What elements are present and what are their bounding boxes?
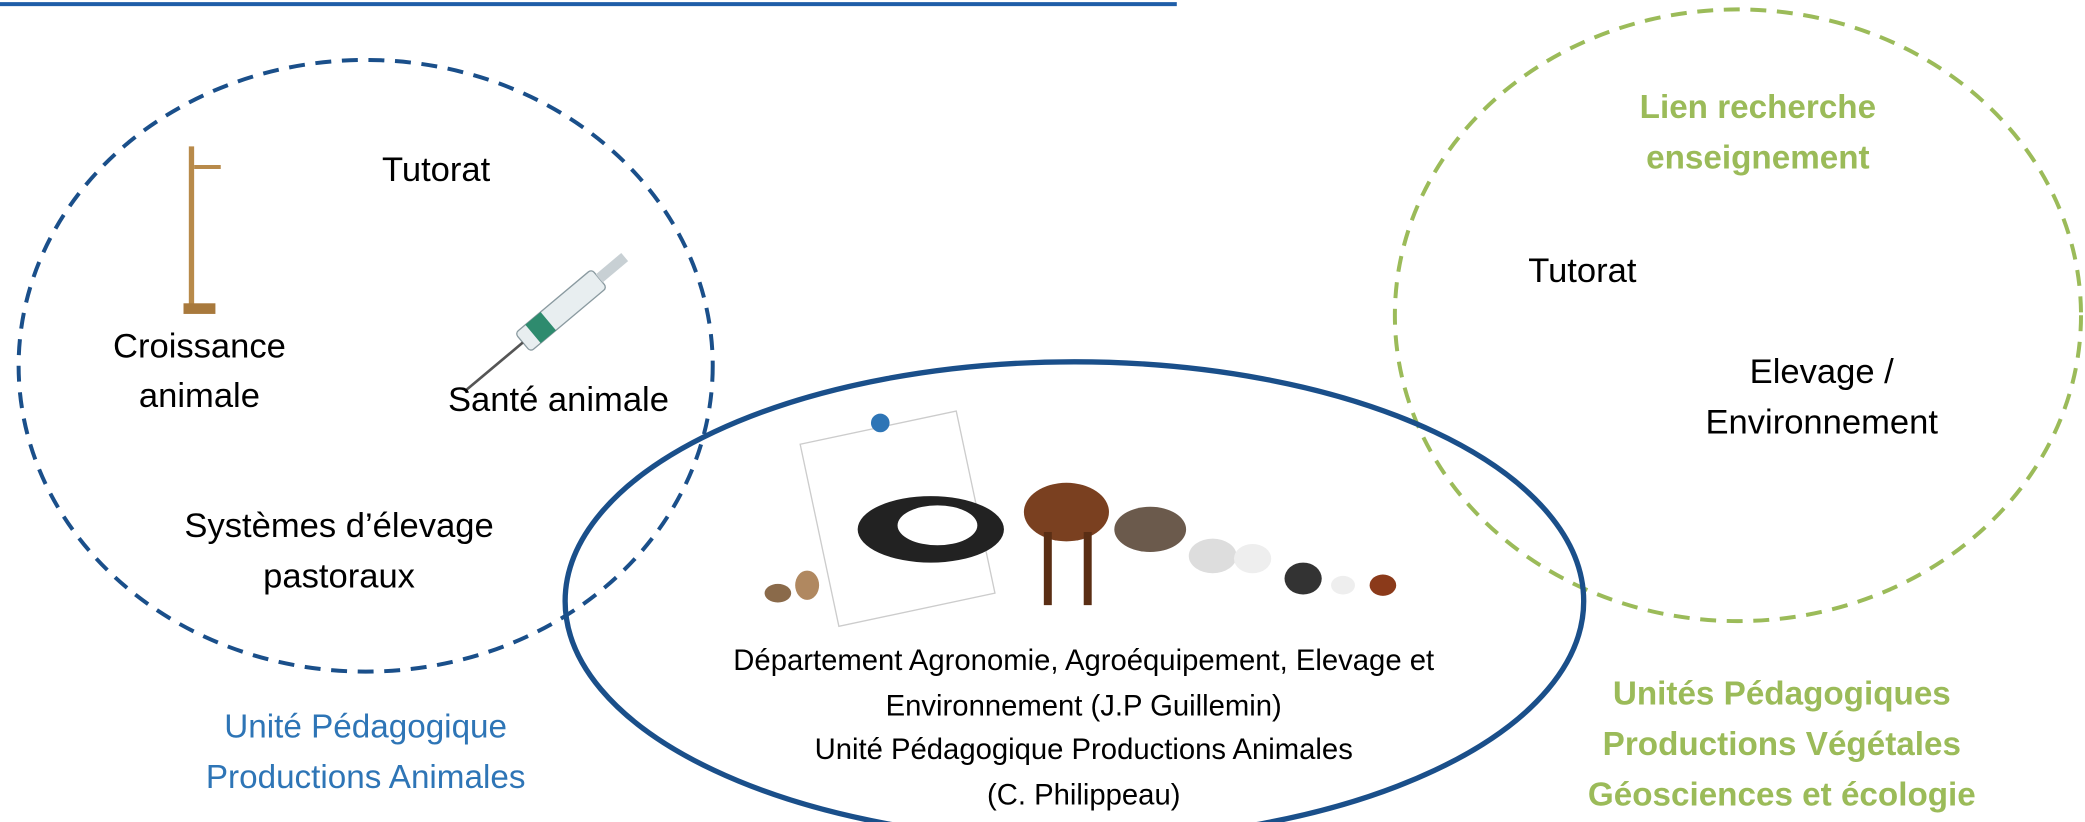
left-item: pastoraux (263, 558, 415, 596)
left-item: Croissance (113, 328, 286, 366)
right-item: Elevage / (1750, 353, 1895, 391)
right-item: Environnement (1705, 403, 1938, 441)
left-caption: Productions Animales (206, 759, 526, 796)
animals-picture (764, 410, 1397, 628)
center-line: Unité Pédagogique Productions Animales (815, 734, 1353, 766)
left-circle (16, 57, 715, 674)
center-line: Département Agronomie, Agroéquipement, E… (733, 645, 1434, 677)
left-item: animale (139, 377, 260, 415)
left-item: Santé animale (448, 381, 669, 419)
right-caption: Unités Pédagogiques (1613, 675, 1951, 712)
left-item: Systèmes d’élevage (184, 507, 493, 545)
right-title: enseignement (1646, 139, 1869, 176)
gauge-icon (183, 146, 221, 314)
right-item: Tutorat (1528, 252, 1637, 290)
center-ellipse (562, 359, 1587, 822)
syringe-icon (465, 252, 629, 391)
center-line: Environnement (J.P Guillemin) (886, 690, 1282, 722)
left-item: Tutorat (382, 151, 491, 189)
right-caption: Productions Végétales (1603, 726, 1961, 763)
center-line: (C. Philippeau) (987, 779, 1180, 811)
left-caption: Unité Pédagogique (224, 709, 507, 746)
right-title: Lien recherche (1640, 89, 1876, 126)
right-caption: Géosciences et écologie (1588, 776, 1976, 813)
